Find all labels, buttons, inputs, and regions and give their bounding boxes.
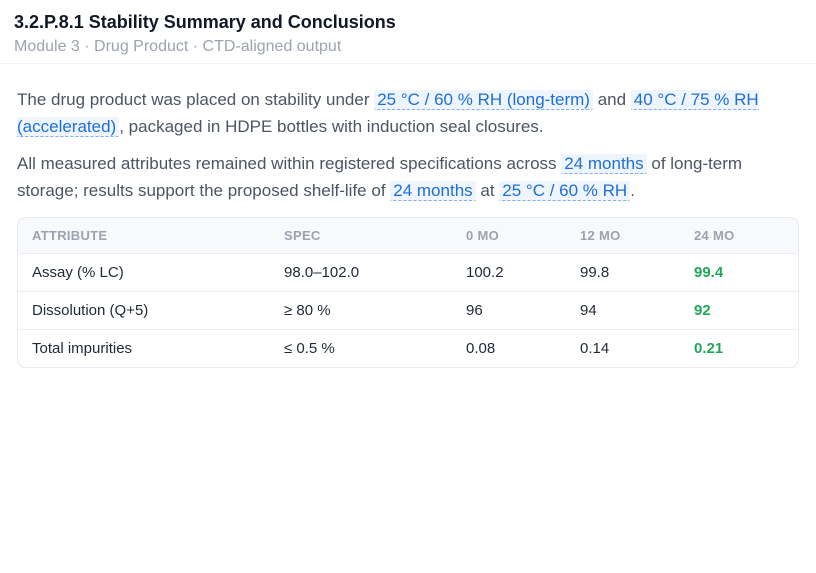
summary-content: The drug product was placed on stability… — [0, 64, 816, 368]
value-cell: 94 — [566, 291, 680, 330]
column-header-24-months: 24 MO — [680, 218, 798, 254]
long-term-condition-chip[interactable]: 25 °C / 60 % RH (long-term) — [374, 90, 593, 110]
paragraph-text: and — [592, 90, 631, 109]
table-row: Assay (% LC) 98.0–102.0 100.2 99.8 99.4 — [18, 253, 798, 292]
table-row: Total impurities ≤ 0.5 % 0.08 0.14 0.21 — [18, 330, 798, 368]
paragraph-text: of long-term storage; results support th… — [17, 154, 743, 200]
latest-value-cell: 0.21 — [694, 340, 724, 357]
spec-cell: ≥ 80 % — [270, 291, 452, 330]
attribute-cell: Dissolution (Q+5) — [18, 291, 270, 330]
shelf-life-chip[interactable]: 24 months — [390, 181, 476, 201]
paragraph-text: The drug product was placed on stability… — [17, 90, 375, 109]
paragraph-text: . — [630, 181, 635, 200]
column-header-spec: SPEC — [270, 218, 452, 254]
value-cell: 0.08 — [466, 340, 496, 357]
page-subtitle: Module 3 · Drug Product · CTD-aligned ou… — [14, 38, 342, 55]
spec-cell: 98.0–102.0 — [270, 253, 452, 292]
value-cell: 99.8 — [566, 253, 680, 292]
conclusion-paragraph: All measured attributes remained within … — [17, 150, 799, 204]
value-cell: 100.2 — [452, 253, 566, 292]
table-header-row: ATTRIBUTE SPEC 0 MO 12 MO 24 MO — [18, 218, 798, 254]
paragraph-text: , packaged in HDPE bottles with inductio… — [119, 117, 544, 136]
latest-value-cell: 99.4 — [680, 253, 798, 292]
spec-cell: ≤ 0.5 % — [284, 340, 335, 357]
latest-value-cell: 92 — [680, 291, 798, 330]
column-header-attribute: ATTRIBUTE — [18, 218, 270, 254]
section-header: 3.2.P.8.1 Stability Summary and Conclusi… — [0, 0, 816, 64]
storage-conditions-paragraph: The drug product was placed on stability… — [17, 86, 799, 140]
table-row: Dissolution (Q+5) ≥ 80 % 96 94 92 — [18, 291, 798, 330]
storage-duration-chip[interactable]: 24 months — [561, 154, 647, 174]
stability-results-table: ATTRIBUTE SPEC 0 MO 12 MO 24 MO Assay (%… — [17, 217, 799, 368]
attribute-cell: Total impurities — [32, 340, 133, 357]
shelf-life-condition-chip[interactable]: 25 °C / 60 % RH — [499, 181, 631, 201]
paragraph-text: All measured attributes remained within … — [17, 154, 562, 173]
column-header-0-months: 0 MO — [452, 218, 566, 254]
column-header-12-months: 12 MO — [566, 218, 680, 254]
paragraph-text: at — [475, 181, 500, 200]
attribute-cell: Assay (% LC) — [18, 253, 270, 292]
page-title: 3.2.P.8.1 Stability Summary and Conclusi… — [14, 12, 396, 32]
value-cell: 0.14 — [580, 340, 610, 357]
value-cell: 96 — [452, 291, 566, 330]
